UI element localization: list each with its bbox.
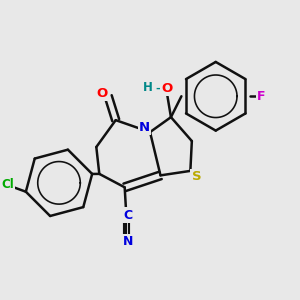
Text: N: N xyxy=(139,121,150,134)
Text: Cl: Cl xyxy=(2,178,14,191)
Text: O: O xyxy=(96,87,107,100)
Text: O: O xyxy=(162,82,173,95)
Text: H: H xyxy=(143,81,153,94)
Text: S: S xyxy=(191,170,201,183)
Text: N: N xyxy=(123,236,133,248)
Text: -: - xyxy=(155,84,160,94)
Text: C: C xyxy=(123,208,133,222)
Text: F: F xyxy=(257,90,266,103)
